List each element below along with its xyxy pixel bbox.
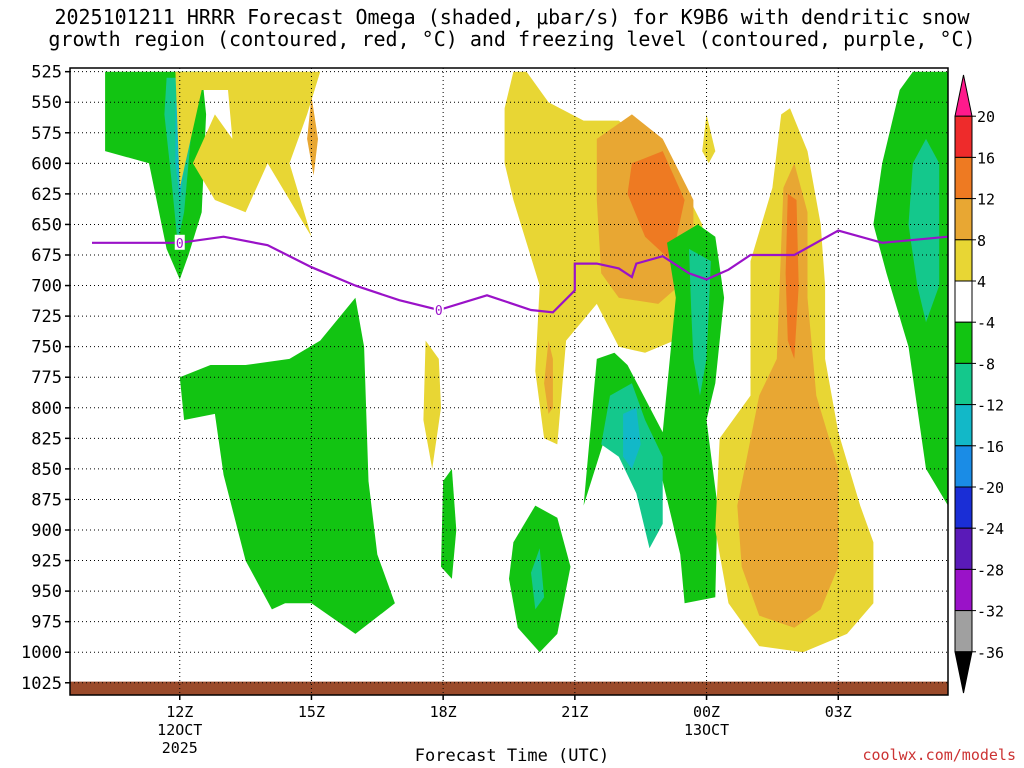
colorbar-label: -4: [977, 314, 995, 332]
x-tick-label: 18Z: [430, 703, 457, 721]
y-tick-label: 1000: [21, 643, 62, 663]
colorbar-label: -28: [977, 561, 1004, 579]
colorbar-label: 4: [977, 273, 986, 291]
colorbar-segment: [954, 527, 973, 570]
colorbar-label: -36: [977, 644, 1004, 662]
colorbar-label: -32: [977, 603, 1004, 621]
colorbar-segment: [954, 362, 973, 406]
colorbar-label: -8: [977, 355, 995, 373]
x-axis-label: Forecast Time (UTC): [414, 746, 610, 766]
freezing-level-label-bg: [433, 302, 444, 317]
x-tick-sublabel: 2025: [162, 739, 198, 757]
colorbar-segment: [954, 156, 973, 200]
colorbar-segment: [954, 404, 973, 447]
colorbar-segment: [954, 445, 973, 488]
y-tick-label: 850: [31, 460, 62, 480]
colorbar-segment: [954, 610, 973, 653]
x-tick-label: 00Z: [693, 703, 720, 721]
x-tick-label: 12Z: [166, 703, 193, 721]
omega-region-orange-02z: [737, 163, 839, 628]
freezing-level-line: [92, 229, 948, 314]
colorbar-segment: [954, 321, 973, 364]
omega-region-surface-terrain: [70, 681, 948, 695]
y-tick-label: 675: [31, 246, 62, 266]
y-tick-label: 650: [31, 215, 62, 235]
omega-region-green-lower-15z: [179, 297, 395, 634]
colorbar-segment: [954, 280, 973, 323]
omega-region-orange-20z-small: [544, 340, 553, 414]
y-tick-label: 750: [31, 338, 62, 358]
colorbar-label: 12: [977, 191, 995, 209]
plot-frame: [69, 67, 949, 696]
x-tick-label: 21Z: [561, 703, 588, 721]
y-tick-label: 775: [31, 368, 62, 388]
omega-region-teal-right-edge: [908, 138, 940, 323]
colorbar-label: -16: [977, 438, 1004, 456]
y-tick-label: 875: [31, 490, 62, 510]
freezing-level-label: 0: [435, 304, 443, 319]
omega-region-deep-orange-21z: [627, 151, 685, 262]
x-tick-label: 03Z: [825, 703, 852, 721]
omega-region-yellow-00z-small: [702, 114, 716, 164]
omega-region-cyan-22z: [623, 407, 641, 469]
y-tick-label: 1025: [21, 674, 62, 694]
x-tick-label: 15Z: [298, 703, 325, 721]
colorbar-segment: [954, 198, 973, 241]
y-tick-label: 625: [31, 185, 62, 205]
omega-region-green-18z-small: [441, 468, 457, 579]
freezing-level-label-bg: [174, 234, 185, 250]
omega-region-deep-orange-02z: [785, 193, 799, 359]
x-tick-sublabel: 12OCT: [157, 721, 202, 739]
colorbar-label: 20: [977, 108, 995, 126]
colorbar-segment: [954, 486, 973, 529]
y-tick-label: 700: [31, 277, 62, 297]
y-tick-label: 950: [31, 582, 62, 602]
y-tick-label: 550: [31, 93, 62, 113]
y-tick-label: 600: [31, 154, 62, 174]
omega-region-yellow-upper-15z: [175, 71, 321, 237]
y-tick-label: 525: [31, 63, 62, 83]
omega-region-yellow-17z-small: [423, 340, 441, 469]
colorbar-cap-top: [954, 74, 973, 117]
chart-title-line1: 2025101211 HRRR Forecast Omega (shaded, …: [54, 5, 970, 29]
omega-region-green-center-00z: [583, 224, 725, 604]
omega-region-orange-upper-15z: [307, 96, 318, 176]
colorbar-cap-bottom: [954, 651, 973, 694]
omega-region-teal-20z-lower: [531, 548, 545, 610]
y-tick-label: 900: [31, 521, 62, 541]
y-tick-label: 825: [31, 429, 62, 449]
colorbar-label: -12: [977, 397, 1004, 415]
site-credit[interactable]: coolwx.com/models: [862, 746, 1016, 764]
y-tick-label: 725: [31, 307, 62, 327]
y-tick-label: 800: [31, 399, 62, 419]
colorbar-segment: [954, 239, 973, 282]
colorbar-label: 8: [977, 232, 986, 250]
chart-title-line2: growth region (contoured, red, °C) and f…: [48, 27, 976, 51]
y-tick-label: 575: [31, 124, 62, 144]
colorbar-label: -20: [977, 479, 1004, 497]
y-tick-label: 975: [31, 613, 62, 633]
omega-shading: 00: [70, 68, 948, 695]
x-tick-sublabel: 13OCT: [684, 721, 729, 739]
colorbar-segment: [954, 115, 973, 158]
colorbar-label: -24: [977, 520, 1004, 538]
freezing-level-label: 0: [176, 237, 184, 252]
colorbar-segment: [954, 568, 973, 612]
y-tick-label: 925: [31, 552, 62, 572]
colorbar-label: 16: [977, 149, 995, 167]
